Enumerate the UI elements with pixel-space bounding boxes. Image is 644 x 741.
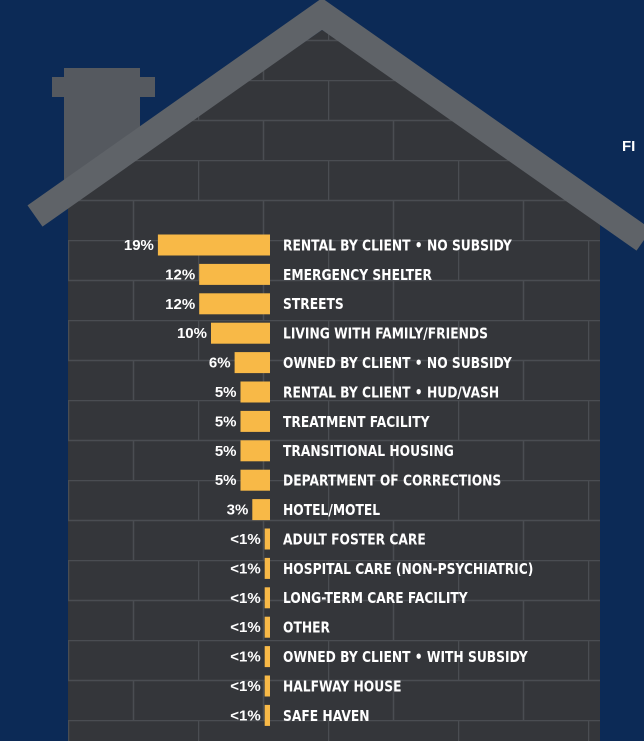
category-label: TREATMENT FACILITY <box>283 414 430 431</box>
value-label: <1% <box>230 531 260 548</box>
value-label: 12% <box>165 296 195 313</box>
bar <box>240 469 270 491</box>
bar <box>264 587 270 609</box>
category-label: ADULT FOSTER CARE <box>283 531 426 548</box>
value-label: <1% <box>230 649 260 666</box>
bar <box>199 263 270 285</box>
bars: 19% RENTAL BY CLIENT • NO SUBSIDY 12% EMERG… <box>124 234 533 726</box>
value-label: 6% <box>209 355 231 372</box>
bar <box>199 293 270 315</box>
bar <box>264 616 270 638</box>
bar <box>240 381 270 403</box>
chimney-cap <box>52 77 155 97</box>
category-label: TRANSITIONAL HOUSING <box>283 443 454 460</box>
category-label: SAFE HAVEN <box>283 708 370 725</box>
value-label: 5% <box>215 472 237 489</box>
category-label: LIVING WITH FAMILY/FRIENDS <box>283 325 488 342</box>
value-label: <1% <box>230 678 260 695</box>
value-label: 10% <box>177 325 207 342</box>
bar <box>157 234 270 256</box>
value-label: 5% <box>215 443 237 460</box>
value-label: <1% <box>230 560 260 577</box>
house-wall <box>68 30 600 741</box>
value-label: 5% <box>215 384 237 401</box>
category-label: HALFWAY HOUSE <box>283 678 401 695</box>
bar <box>264 675 270 697</box>
value-label: <1% <box>230 707 260 724</box>
category-label: LONG-TERM CARE FACILITY <box>283 590 469 607</box>
title: FI <box>622 138 635 155</box>
category-label: RENTAL BY CLIENT • HUD/VASH <box>283 384 499 401</box>
value-label: 5% <box>215 413 237 430</box>
value-label: 12% <box>165 266 195 283</box>
roof <box>27 0 644 251</box>
category-label: HOTEL/MOTEL <box>283 502 380 519</box>
value-label: <1% <box>230 590 260 607</box>
value-label: <1% <box>230 619 260 636</box>
category-label: EMERGENCY SHELTER <box>283 267 432 284</box>
bar <box>264 557 270 579</box>
bar <box>234 352 270 374</box>
category-label: OWNED BY CLIENT • WITH SUBSIDY <box>283 649 529 666</box>
bar <box>252 499 270 521</box>
category-label: OWNED BY CLIENT • NO SUBSIDY <box>283 355 513 372</box>
category-label: STREETS <box>283 296 344 313</box>
value-label: 19% <box>124 237 154 254</box>
category-label: DEPARTMENT OF CORRECTIONS <box>283 472 501 489</box>
category-label: OTHER <box>283 619 330 636</box>
category-label: HOSPITAL CARE (NON-PSYCHIATRIC) <box>283 561 533 578</box>
bar <box>240 410 270 432</box>
bar <box>264 528 270 550</box>
category-label: RENTAL BY CLIENT • NO SUBSIDY <box>283 237 513 254</box>
value-label: 3% <box>227 502 249 519</box>
bar <box>240 440 270 462</box>
bar <box>264 646 270 668</box>
bar <box>264 704 270 726</box>
bar <box>211 322 270 344</box>
